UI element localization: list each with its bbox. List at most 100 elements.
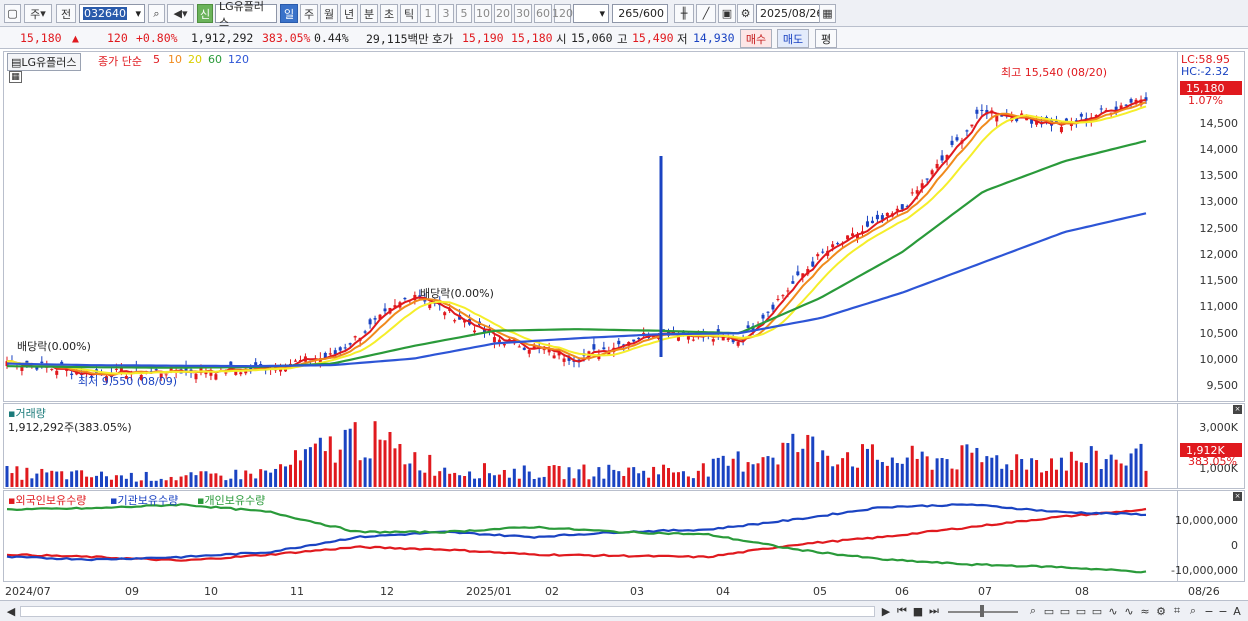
candle-body (492, 337, 496, 343)
candle-body (1114, 106, 1118, 111)
minus-icon[interactable]: − (1204, 604, 1214, 618)
signal-button[interactable]: 신 (197, 4, 213, 23)
search-icon[interactable]: ⌕ (1189, 604, 1197, 617)
type-button[interactable]: 전 (56, 4, 76, 23)
period-month[interactable]: 월 (320, 4, 338, 23)
minute-20[interactable]: 20 (494, 4, 512, 23)
candle-body (836, 243, 840, 245)
candle-body (532, 346, 536, 349)
candle-type-icon[interactable]: ╫ (674, 4, 694, 23)
volume-value: 1,912,292 (191, 31, 254, 45)
minute-60[interactable]: 60 (534, 4, 552, 23)
zoom-slider-thumb[interactable] (980, 605, 984, 617)
layout-icon[interactable]: ▭ (1043, 604, 1055, 618)
settings-icon[interactable]: ⚙ (1156, 604, 1166, 618)
candle-body (90, 376, 94, 378)
y-tick: 13,500 (1199, 169, 1239, 182)
volume-chart[interactable] (4, 404, 1178, 488)
interval-select[interactable]: ▾ (573, 4, 609, 23)
volume-bar (776, 464, 780, 487)
scroll-right-icon[interactable]: ▶ (881, 604, 891, 618)
stock-code-input[interactable]: 032640 ▾ (79, 4, 145, 23)
data-count-field[interactable]: 265/600 (612, 4, 668, 23)
calendar-icon[interactable]: ▦ (819, 4, 836, 23)
font-size-icon[interactable]: A (1233, 604, 1241, 618)
period-year[interactable]: 년 (340, 4, 358, 23)
period-tick[interactable]: 틱 (400, 4, 418, 23)
minute-1[interactable]: 1 (420, 4, 436, 23)
date-input[interactable]: 2025/08/26 (756, 4, 836, 23)
minute-120[interactable]: 120 (552, 4, 573, 23)
magnifier-icon[interactable]: ⌕ (1029, 604, 1037, 617)
candle-body (592, 344, 596, 350)
trend-icon[interactable]: ∿ (1108, 604, 1118, 618)
scrollbar-track[interactable] (20, 606, 875, 617)
layout-icon[interactable]: ▭ (1075, 604, 1087, 618)
eval-button[interactable]: 평 (815, 29, 837, 48)
volume-bar (234, 469, 238, 487)
trend-icon[interactable]: ∿ (1124, 604, 1134, 618)
candle-body (279, 368, 283, 372)
y-tick: 1,000K (1199, 462, 1238, 475)
speaker-icon[interactable]: ◀▾ (167, 4, 194, 23)
panel-title-button[interactable]: ▤LG유플러스 (7, 53, 81, 71)
stop-icon[interactable]: ■ (912, 604, 924, 618)
ma20-legend: 20 (188, 53, 202, 66)
period-day[interactable]: 일 (280, 4, 298, 23)
period-minute[interactable]: 분 (360, 4, 378, 23)
fast-forward-icon[interactable]: ⏭ (929, 604, 939, 617)
volume-bar (189, 472, 193, 487)
volume-bar (791, 433, 795, 487)
minute-30[interactable]: 30 (514, 4, 532, 23)
y-tick: 13,000 (1199, 195, 1239, 208)
volume-ratio: 383.05% (262, 31, 311, 45)
x-tick: 08 (1075, 585, 1089, 598)
candle-body (885, 212, 889, 216)
chevron-down-icon: ▾ (599, 7, 605, 20)
minute-3[interactable]: 3 (438, 4, 454, 23)
crop-icon[interactable]: ⌗ (1173, 604, 1181, 617)
close-icon[interactable]: × (1233, 492, 1242, 501)
price-chart[interactable] (4, 52, 1178, 401)
volume-bar (801, 448, 805, 487)
minute-10[interactable]: 10 (474, 4, 492, 23)
candle-body (1030, 119, 1034, 124)
save-icon[interactable]: ▣ (718, 4, 736, 23)
volume-title-text: 거래량 (15, 407, 46, 420)
scroll-left-icon[interactable]: ◀ (6, 604, 16, 618)
draw-tool-icon[interactable]: ╱ (696, 4, 716, 23)
sell-button[interactable]: 매도 (777, 29, 809, 48)
wave-icon[interactable]: ≈ (1140, 604, 1150, 618)
candle-body (542, 349, 546, 351)
layout-icon[interactable]: ▭ (1091, 604, 1103, 618)
volume-bar (537, 477, 541, 487)
holdings-chart[interactable] (4, 491, 1178, 581)
table-icon[interactable]: ▦ (9, 71, 22, 83)
y-tick: 14,500 (1199, 117, 1239, 130)
volume-bar (995, 455, 999, 487)
gear-icon[interactable]: ⚙ (737, 4, 754, 23)
volume-bar (20, 479, 24, 487)
search-icon[interactable]: ⌕ (148, 4, 165, 23)
period-week[interactable]: 주 (300, 4, 318, 23)
window-icon[interactable]: ▢ (4, 4, 21, 23)
candle-body (55, 370, 59, 375)
minus-icon[interactable]: − (1218, 604, 1228, 618)
volume-bar (308, 447, 312, 487)
buy-button[interactable]: 매수 (740, 29, 772, 48)
volume-bar (1099, 468, 1103, 487)
volume-bar (930, 469, 934, 487)
period-select[interactable]: 주 ▾ (24, 4, 52, 23)
candle-body (642, 332, 646, 334)
volume-bar (284, 466, 288, 487)
minute-5[interactable]: 5 (456, 4, 472, 23)
stock-name-field[interactable]: LG유플러스 (215, 0, 277, 29)
period-second[interactable]: 초 (380, 4, 398, 23)
rewind-icon[interactable]: ⏮ (897, 604, 907, 617)
close-icon[interactable]: × (1233, 405, 1242, 414)
volume-bar (627, 467, 631, 487)
volume-bar (915, 458, 919, 487)
layout-icon[interactable]: ▭ (1059, 604, 1071, 618)
candle-body (945, 154, 949, 160)
volume-bar (453, 472, 457, 487)
